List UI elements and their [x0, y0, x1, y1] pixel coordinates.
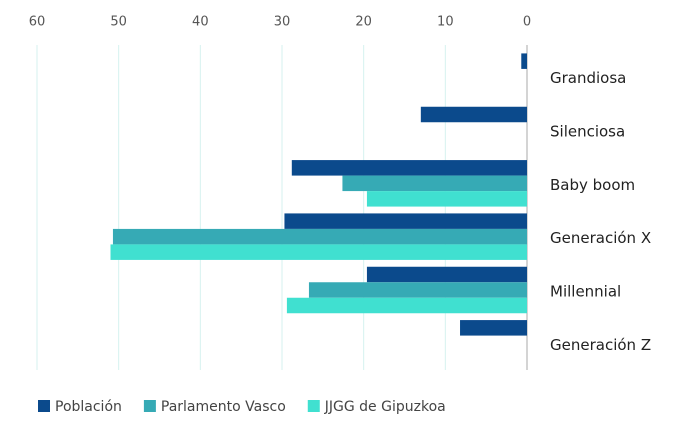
category-label: Grandiosa [550, 69, 626, 87]
x-tick-label: 50 [110, 15, 127, 30]
bar [521, 53, 527, 69]
bar [342, 175, 527, 192]
bar [284, 213, 527, 229]
x-tick-label: 20 [355, 15, 372, 30]
legend-swatch [38, 400, 50, 412]
legend-label: JJGG de Gipuzkoa [324, 399, 446, 415]
category-label: Generación X [550, 229, 651, 247]
bar [460, 320, 527, 336]
x-tick-label: 0 [523, 15, 531, 30]
x-tick-label: 40 [192, 15, 209, 30]
category-label: Generación Z [550, 336, 651, 354]
bar [366, 191, 527, 207]
legend-swatch [143, 400, 156, 412]
x-tick-label: 60 [29, 15, 46, 30]
x-tick-label: 10 [437, 15, 454, 30]
bar [112, 228, 527, 245]
bar [366, 266, 527, 283]
bar [291, 160, 527, 176]
category-label: Silenciosa [550, 123, 625, 141]
x-tick-label: 30 [274, 15, 291, 30]
bar [420, 106, 527, 123]
category-label: Baby boom [550, 176, 635, 194]
bar [110, 244, 527, 260]
legend-swatch [307, 400, 320, 412]
legend-label: Población [55, 399, 122, 415]
category-label: Millennial [550, 283, 621, 301]
bar [308, 282, 527, 298]
bar [286, 297, 527, 314]
legend-label: Parlamento Vasco [161, 399, 286, 415]
